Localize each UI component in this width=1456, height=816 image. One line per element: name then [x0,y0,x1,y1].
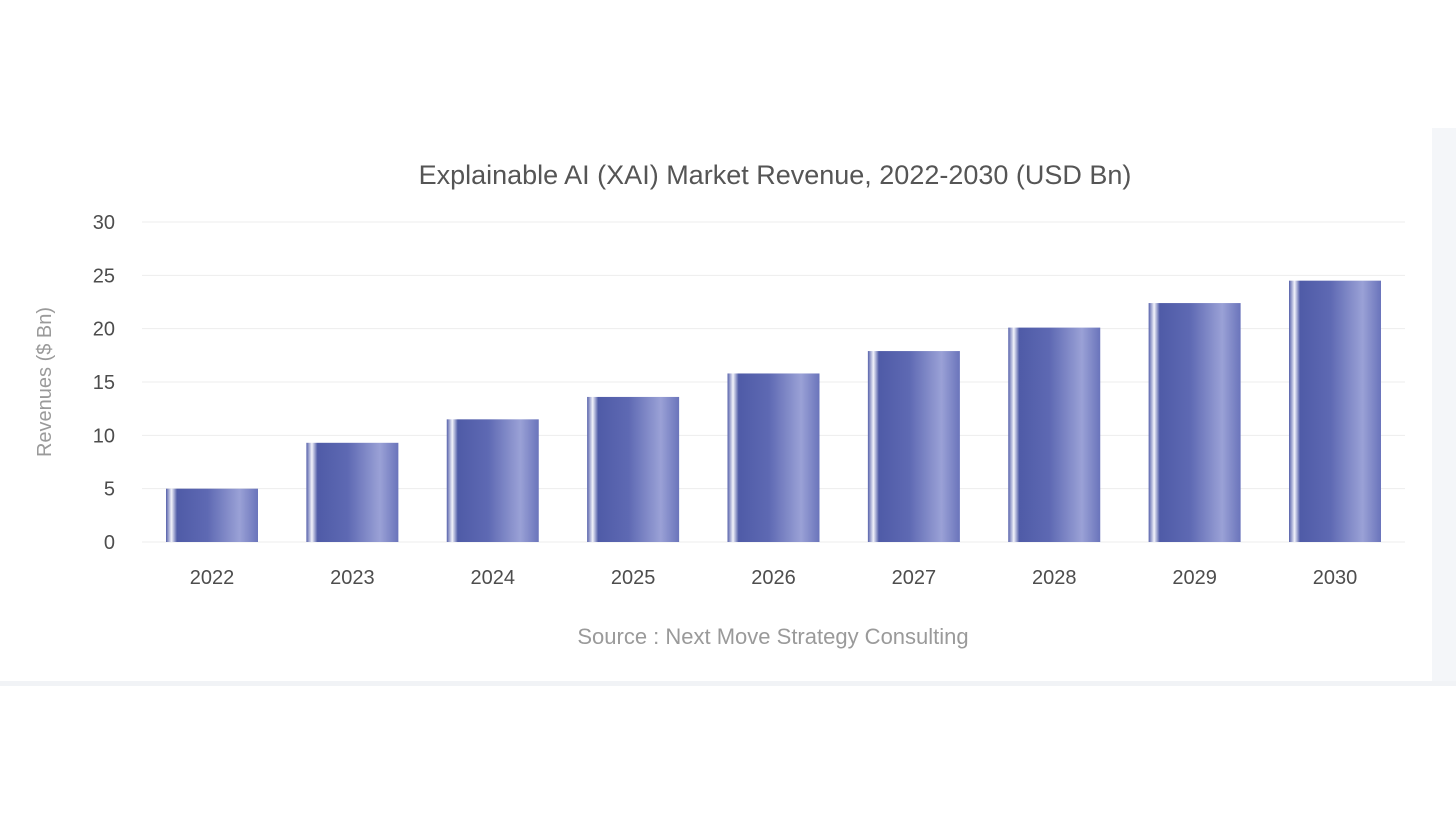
y-axis-title: Revenues ($ Bn) [34,307,56,457]
x-tick-label: 2022 [190,567,235,589]
y-tick-label: 5 [104,479,115,501]
y-tick-label: 10 [93,425,115,447]
bar-2026 [727,373,820,542]
y-tick-label: 30 [93,212,115,234]
x-tick-label: 2024 [471,567,516,589]
chart-title: Explainable AI (XAI) Market Revenue, 202… [419,160,1132,190]
x-tick-label: 2028 [1032,567,1077,589]
y-tick-label: 0 [104,532,115,554]
y-tick-label: 25 [93,265,115,287]
bar-2025 [587,396,680,542]
bar-2027 [867,351,960,542]
x-tick-label: 2026 [751,567,796,589]
x-axis-ticks: 2022 2023 2024 2025 2026 2027 2028 2029 2030 [190,567,1358,589]
x-tick-label: 2029 [1172,567,1217,589]
bar-2023 [306,442,399,542]
x-tick-label: 2023 [330,567,375,589]
x-tick-label: 2025 [611,567,656,589]
bar-2030 [1289,280,1381,542]
source-note: Source : Next Move Strategy Consulting [577,624,968,649]
right-side-strip [1432,128,1456,686]
panel-bottom-border [0,681,1456,686]
bar-2028 [1008,327,1101,542]
bar-2022 [166,488,258,542]
y-tick-label: 20 [93,319,115,341]
bar-2024 [446,419,539,542]
x-tick-label: 2027 [892,567,937,589]
bar-chart: Explainable AI (XAI) Market Revenue, 202… [34,160,1405,649]
y-axis-ticks: 0 5 10 15 20 25 30 [93,212,115,554]
y-tick-label: 15 [93,372,115,394]
x-tick-label: 2030 [1313,567,1358,589]
bar-2029 [1148,303,1241,542]
bars [166,280,1381,542]
